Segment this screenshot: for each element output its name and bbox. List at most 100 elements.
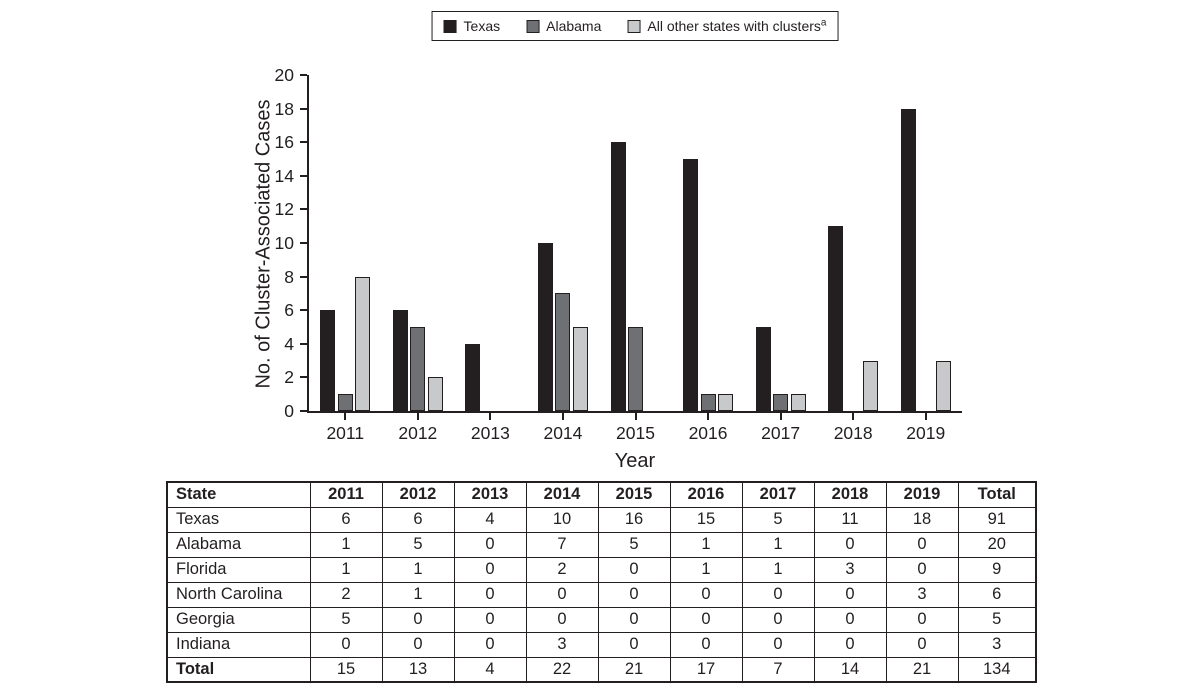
bar-texas-2017 [755, 327, 771, 411]
table-cell-value: 4 [453, 656, 527, 683]
table-cell-value: 0 [669, 606, 743, 633]
bar-alabama-2015 [628, 327, 643, 411]
table-cell-value: 0 [381, 631, 455, 658]
table-cell-value: 0 [885, 606, 959, 633]
bar-all-other-states-with-clusters-2011 [355, 276, 371, 411]
table-header-cell-2018: 2018 [813, 481, 887, 508]
y-axis-tick-label: 18 [274, 98, 294, 119]
legend-swatch-alabama [526, 19, 540, 33]
table-row-indiana: Indiana 0 0 0 3 0 0 0 0 0 3 [166, 631, 1037, 658]
bar-alabama-2014 [555, 293, 571, 411]
x-axis-tick [561, 411, 564, 420]
table-cell-value: 5 [309, 606, 383, 633]
bar-texas-2015 [610, 142, 626, 411]
bar-texas-2011 [320, 310, 336, 411]
table-cell-value: 1 [309, 556, 383, 583]
table-header-cell-2017: 2017 [741, 481, 815, 508]
y-axis-tick-label: 8 [284, 266, 294, 287]
bar-texas-2012 [392, 310, 408, 411]
bar-alabama-2016 [700, 394, 716, 411]
table-cell-value: 0 [453, 581, 527, 608]
x-axis-tick-label: 2014 [543, 423, 583, 443]
bar-alabama-2017 [773, 394, 789, 411]
table-cell-value: 0 [381, 606, 455, 633]
table-cell-value: 2 [525, 556, 599, 583]
table-cell-value: 5 [741, 506, 815, 533]
table-cell-value: 1 [309, 531, 383, 558]
bar-texas-2019 [900, 108, 916, 411]
y-axis-tick [300, 174, 307, 177]
legend-item-all-other-states-with-clusters: All other states with clustersa [627, 18, 826, 34]
table-cell-value: 7 [741, 656, 815, 683]
x-axis-tick [634, 411, 637, 420]
table-cell-state: Georgia [166, 606, 311, 633]
y-axis-tick-label: 2 [284, 367, 294, 388]
table-cell-value: 0 [741, 606, 815, 633]
legend-label-texas: Texas [463, 18, 501, 34]
y-axis-tick [300, 242, 307, 244]
table-cell-value: 17 [669, 656, 743, 683]
x-axis-tick-label: 2011 [326, 423, 365, 443]
table-cell-value: 4 [453, 506, 527, 533]
x-axis-tick [489, 411, 492, 420]
x-axis-tick-label: 2015 [616, 423, 655, 443]
table-cell-value: 0 [741, 581, 815, 608]
table-cell-value: 0 [597, 631, 671, 658]
table-header-row: State 2011 2012 2013 2014 2015 2016 2017 2018 201… [166, 481, 1037, 508]
x-axis-title: Year [614, 450, 656, 472]
y-axis-tick-label: 16 [274, 132, 294, 153]
table-cell-value: 1 [669, 556, 743, 583]
chart-legend: Texas Alabama All other states with cluste… [431, 11, 839, 41]
table-cell-value: 0 [813, 581, 887, 608]
table-cell-value: 0 [885, 531, 959, 558]
legend-item-alabama: Alabama [526, 18, 601, 34]
table-cell-value: 14 [813, 656, 887, 683]
y-axis-tick-label: 0 [284, 401, 294, 421]
table-cell-value: 21 [597, 656, 671, 683]
table-cell-value: 0 [453, 606, 527, 633]
table-cell-value: 6 [381, 506, 455, 533]
y-axis-tick [300, 208, 307, 211]
table-cell-value: 0 [453, 531, 527, 558]
bar-texas-2013 [465, 343, 481, 411]
bar-all-other-states-with-clusters-2016 [718, 394, 734, 411]
table-header-cell-state: State [166, 481, 311, 508]
table-cell-value: 0 [525, 606, 599, 633]
table-cell-value: 9 [957, 556, 1037, 583]
x-axis-tick [707, 411, 710, 420]
y-axis-tick-label: 10 [274, 233, 294, 253]
y-axis-tick [300, 141, 307, 144]
table-cell-value: 0 [309, 631, 383, 658]
table-cell-value: 3 [525, 631, 599, 658]
table-cell-value: 21 [885, 656, 959, 683]
table-header-cell-2011: 2011 [309, 481, 383, 508]
legend-label-all-other-states-with-clusters: All other states with clustersa [647, 17, 827, 34]
table-header-cell-2012: 2012 [381, 481, 455, 508]
table-cell-value: 3 [813, 556, 887, 583]
table-cell-state: Total [166, 656, 311, 683]
x-axis-tick-label: 2012 [398, 423, 438, 443]
table-cell-value: 20 [957, 531, 1037, 558]
table-cell-value: 0 [453, 631, 527, 658]
legend-swatch-all-other-states-with-clusters [627, 19, 641, 33]
bar-texas-2018 [828, 226, 844, 411]
table-cell-value: 0 [813, 531, 887, 558]
y-axis-tick [300, 309, 307, 312]
x-axis-tick [416, 411, 419, 420]
y-axis-tick [300, 74, 307, 76]
x-axis-tick [924, 411, 927, 420]
y-axis-tick [300, 410, 307, 412]
table-container: State 2011 2012 2013 2014 2015 2016 2017 2018 201… [166, 481, 1037, 683]
table-row-north-carolina: North Carolina 2 1 0 0 0 0 0 0 3 6 [166, 581, 1037, 608]
table-cell-value: 13 [381, 656, 455, 683]
legend-superscript: a [820, 17, 827, 29]
table-cell-value: 0 [669, 631, 743, 658]
legend-swatch-texas [443, 19, 457, 33]
table-header-cell-2016: 2016 [669, 481, 743, 508]
x-axis-tick [852, 411, 855, 420]
bar-alabama-2012 [410, 327, 426, 411]
table-header-cell-2019: 2019 [885, 481, 959, 508]
table-cell-value: 0 [453, 556, 527, 583]
table-row-florida: Florida 1 1 0 2 0 1 1 3 0 9 [166, 556, 1037, 583]
